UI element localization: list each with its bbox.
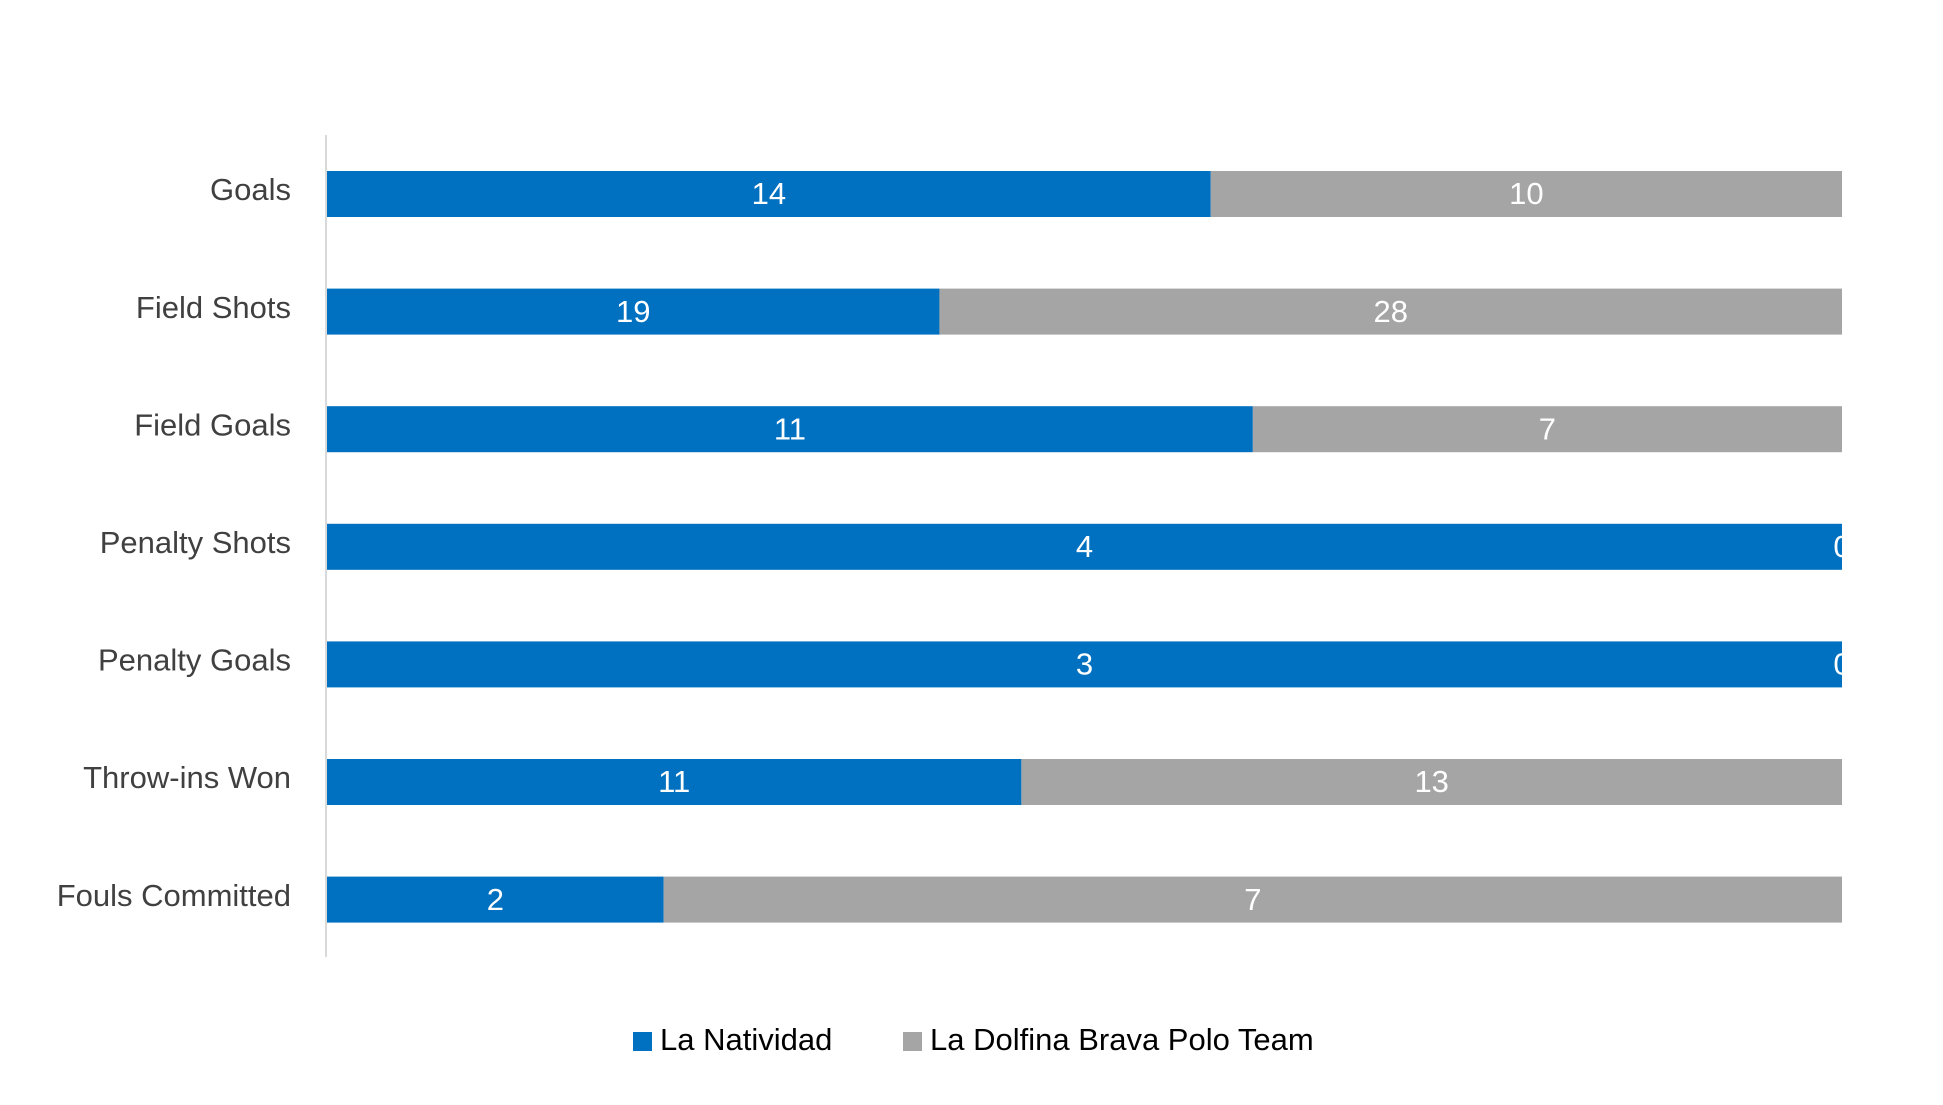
bar-segment xyxy=(327,171,1211,217)
bar-segment xyxy=(663,876,1842,923)
y-tick-label: Penalty Shots xyxy=(100,525,291,560)
data-label: 19 xyxy=(616,294,650,329)
legend-swatch xyxy=(633,1032,652,1051)
y-tick-label: Fouls Committed xyxy=(57,878,291,913)
bar-segment xyxy=(1210,171,1842,217)
bar-segment xyxy=(327,641,1842,688)
data-label: 4 xyxy=(1076,529,1093,564)
data-label: 0 xyxy=(1833,647,1850,682)
data-label: 7 xyxy=(1244,882,1261,917)
bar-segment xyxy=(1252,406,1842,453)
data-label: 7 xyxy=(1539,411,1556,446)
data-label: 11 xyxy=(658,764,690,799)
legend-label: La Dolfina Brava Polo Team xyxy=(930,1022,1314,1057)
bar-segment xyxy=(1021,759,1842,805)
data-label: 0 xyxy=(1833,529,1850,564)
legend-swatch xyxy=(903,1032,922,1051)
plot-area: 14 10 19 28 11 7 4 0 3 0 11 13 2 7 xyxy=(327,171,1850,923)
y-tick-label: Goals xyxy=(210,172,291,207)
bar-segment xyxy=(939,288,1842,335)
bar-segment xyxy=(327,876,664,923)
y-tick-label: Throw-ins Won xyxy=(83,760,291,795)
y-tick-label: Field Shots xyxy=(136,290,291,325)
data-label: 28 xyxy=(1373,294,1407,329)
y-tick-label: Field Goals xyxy=(134,407,291,442)
bar-segment xyxy=(327,523,1842,570)
data-label: 10 xyxy=(1509,176,1543,211)
legend-label: La Natividad xyxy=(660,1022,832,1057)
data-label: 3 xyxy=(1076,647,1093,682)
bar-segment xyxy=(327,406,1253,453)
bar-segment xyxy=(327,288,940,335)
legend: La Natividad La Dolfina Brava Polo Team xyxy=(633,1022,1314,1057)
data-label: 11 xyxy=(774,411,806,446)
data-label: 13 xyxy=(1414,764,1448,799)
data-label: 2 xyxy=(487,882,504,917)
data-label: 14 xyxy=(752,176,786,211)
bar-segment xyxy=(327,759,1022,805)
y-tick-label: Penalty Goals xyxy=(98,643,291,678)
